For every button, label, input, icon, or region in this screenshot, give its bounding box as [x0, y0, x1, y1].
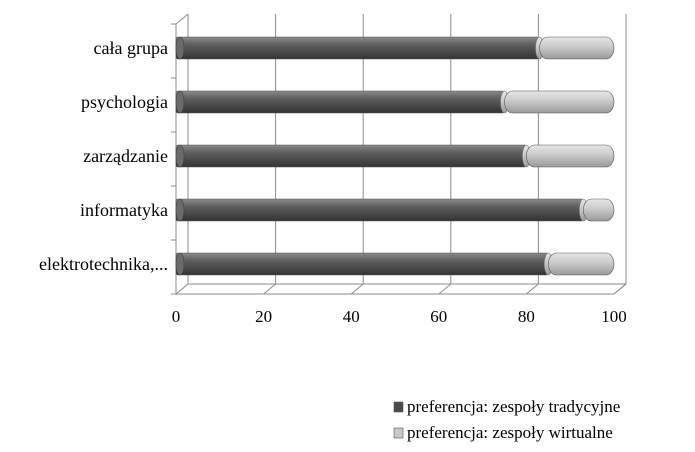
- bar-segment-tradycyjne: [175, 90, 505, 114]
- floor-gridline: [175, 283, 189, 295]
- category-label: cała grupa: [94, 38, 168, 58]
- x-tick-label: 0: [172, 307, 181, 326]
- x-tick-label: 60: [430, 307, 447, 326]
- category-label: elektrotechnika,...: [39, 254, 168, 274]
- category-label: zarządzanie: [83, 146, 168, 166]
- category-label: informatyka: [80, 200, 168, 220]
- x-tick-label: 100: [601, 307, 627, 326]
- category-label: psychologia: [81, 92, 168, 112]
- category-labels: cała grupa psychologia zarządzanie informat…: [39, 38, 168, 274]
- bar-start-cap: [175, 144, 185, 168]
- bar-segment-tradycyjne: [175, 36, 540, 60]
- bar-segment-wirtualne: [547, 252, 615, 276]
- bar-start-cap: [175, 198, 185, 222]
- x-tick-label: 80: [518, 307, 535, 326]
- floor-gridline: [526, 283, 539, 295]
- legend-label: preferencja: zespoły tradycyjne: [407, 397, 620, 416]
- bar-segment-wirtualne: [583, 198, 615, 222]
- floor-gridline: [613, 283, 627, 295]
- bars: [175, 36, 615, 276]
- floor-gridline: [350, 283, 364, 295]
- floor-gridline: [263, 283, 276, 295]
- bar-segment-wirtualne: [539, 36, 615, 60]
- x-tick-label: 40: [343, 307, 360, 326]
- bar-segment-tradycyjne: [175, 144, 527, 168]
- x-tick-label: 20: [255, 307, 272, 326]
- bar-segment-wirtualne: [526, 144, 615, 168]
- bar-start-cap: [175, 252, 185, 276]
- legend-label: preferencja: zespoły wirtualne: [407, 423, 613, 442]
- top-corner-edge: [175, 13, 189, 25]
- bar-segment-wirtualne: [504, 90, 615, 114]
- floor-gridline: [438, 283, 452, 295]
- legend: preferencja: zespoły tradycyjne preferenc…: [393, 397, 620, 442]
- bar-start-cap: [175, 36, 185, 60]
- bar-start-cap: [175, 90, 185, 114]
- legend-swatch: [393, 427, 404, 439]
- x-tick-labels: 0 20 40 60 80 100: [172, 307, 627, 326]
- bar-segment-tradycyjne: [175, 252, 549, 276]
- bar-segment-tradycyjne: [175, 198, 584, 222]
- legend-swatch: [393, 401, 404, 413]
